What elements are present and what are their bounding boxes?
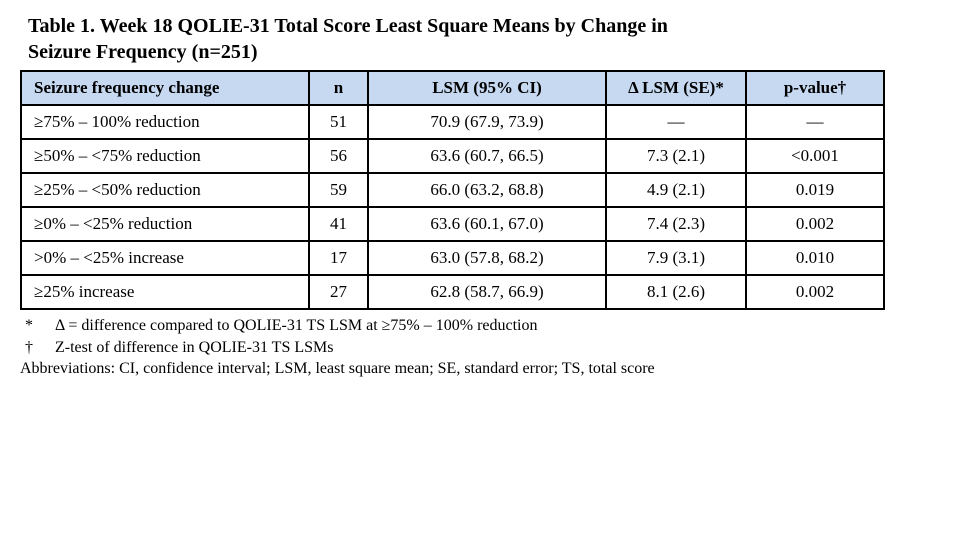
- table-cell: 63.6 (60.1, 67.0): [367, 206, 607, 242]
- table-cell: 63.6 (60.7, 66.5): [367, 138, 607, 174]
- table-title-line2: Seizure Frequency (n=251): [28, 41, 258, 63]
- footnote-marker: †: [25, 338, 33, 356]
- table-header-row: Seizure frequency change n LSM (95% CI) Δ L…: [20, 70, 885, 106]
- table-cell: >0% – <25% increase: [20, 240, 310, 276]
- footnote-marker: *: [25, 317, 33, 334]
- footnote-line: † Z-test of difference in QOLIE-31 TS LSM…: [20, 337, 940, 359]
- table-cell: 7.4 (2.3): [605, 206, 747, 242]
- footnote-line: * Δ = difference compared to QOLIE-31 TS …: [20, 315, 940, 337]
- table-cell: 59: [308, 172, 369, 208]
- table-cell: ≥25% – <50% reduction: [20, 172, 310, 208]
- table-cell: —: [605, 104, 747, 140]
- column-header: Δ LSM (SE)*: [605, 70, 747, 106]
- table-cell: 41: [308, 206, 369, 242]
- table-cell: 63.0 (57.8, 68.2): [367, 240, 607, 276]
- table-cell: 0.002: [745, 206, 885, 242]
- table-row: ≥75% – 100% reduction 51 70.9 (67.9, 73.9)…: [20, 104, 885, 140]
- table-row: ≥25% – <50% reduction 59 66.0 (63.2, 68.8)…: [20, 172, 885, 208]
- table-row: ≥0% – <25% reduction 41 63.6 (60.1, 67.0) 7…: [20, 206, 885, 242]
- table-cell: 7.3 (2.1): [605, 138, 747, 174]
- abbreviations-line: Abbreviations: CI, confidence interval; …: [20, 360, 655, 377]
- table-body: ≥75% – 100% reduction 51 70.9 (67.9, 73.9)…: [20, 104, 885, 310]
- results-table: Seizure frequency change n LSM (95% CI) Δ L…: [20, 70, 885, 310]
- table-cell: ≥75% – 100% reduction: [20, 104, 310, 140]
- column-header: Seizure frequency change: [20, 70, 310, 106]
- table-cell: 0.002: [745, 274, 885, 310]
- table-row: >0% – <25% increase 17 63.0 (57.8, 68.2) 7.…: [20, 240, 885, 276]
- table-cell: 62.8 (58.7, 66.9): [367, 274, 607, 310]
- column-header: n: [308, 70, 369, 106]
- table-cell: 51: [308, 104, 369, 140]
- footnote-text: Δ = difference compared to QOLIE-31 TS L…: [55, 317, 538, 334]
- footnote-text: Z-test of difference in QOLIE-31 TS LSMs: [55, 338, 334, 356]
- table-title-line1: Table 1. Week 18 QOLIE-31 Total Score Le…: [28, 15, 668, 37]
- table-header: Seizure frequency change n LSM (95% CI) Δ L…: [20, 70, 885, 106]
- table-cell: 8.1 (2.6): [605, 274, 747, 310]
- column-header: p-value†: [745, 70, 885, 106]
- table-cell: 56: [308, 138, 369, 174]
- table-cell: 7.9 (3.1): [605, 240, 747, 276]
- table-cell: 66.0 (63.2, 68.8): [367, 172, 607, 208]
- column-header: LSM (95% CI): [367, 70, 607, 106]
- table-cell: 0.010: [745, 240, 885, 276]
- table-cell: —: [745, 104, 885, 140]
- table-cell: 70.9 (67.9, 73.9): [367, 104, 607, 140]
- table-cell: 0.019: [745, 172, 885, 208]
- footnotes: * Δ = difference compared to QOLIE-31 TS …: [20, 315, 940, 358]
- table-cell: ≥25% increase: [20, 274, 310, 310]
- table-cell: 27: [308, 274, 369, 310]
- table-cell: 17: [308, 240, 369, 276]
- table-row: ≥25% increase 27 62.8 (58.7, 66.9) 8.1 (2.6…: [20, 274, 885, 310]
- table-row: ≥50% – <75% reduction 56 63.6 (60.7, 66.5)…: [20, 138, 885, 174]
- table-cell: ≥50% – <75% reduction: [20, 138, 310, 174]
- table-cell: ≥0% – <25% reduction: [20, 206, 310, 242]
- table-cell: 4.9 (2.1): [605, 172, 747, 208]
- table-cell: <0.001: [745, 138, 885, 174]
- table-title: Table 1. Week 18 QOLIE-31 Total Score Le…: [28, 13, 940, 65]
